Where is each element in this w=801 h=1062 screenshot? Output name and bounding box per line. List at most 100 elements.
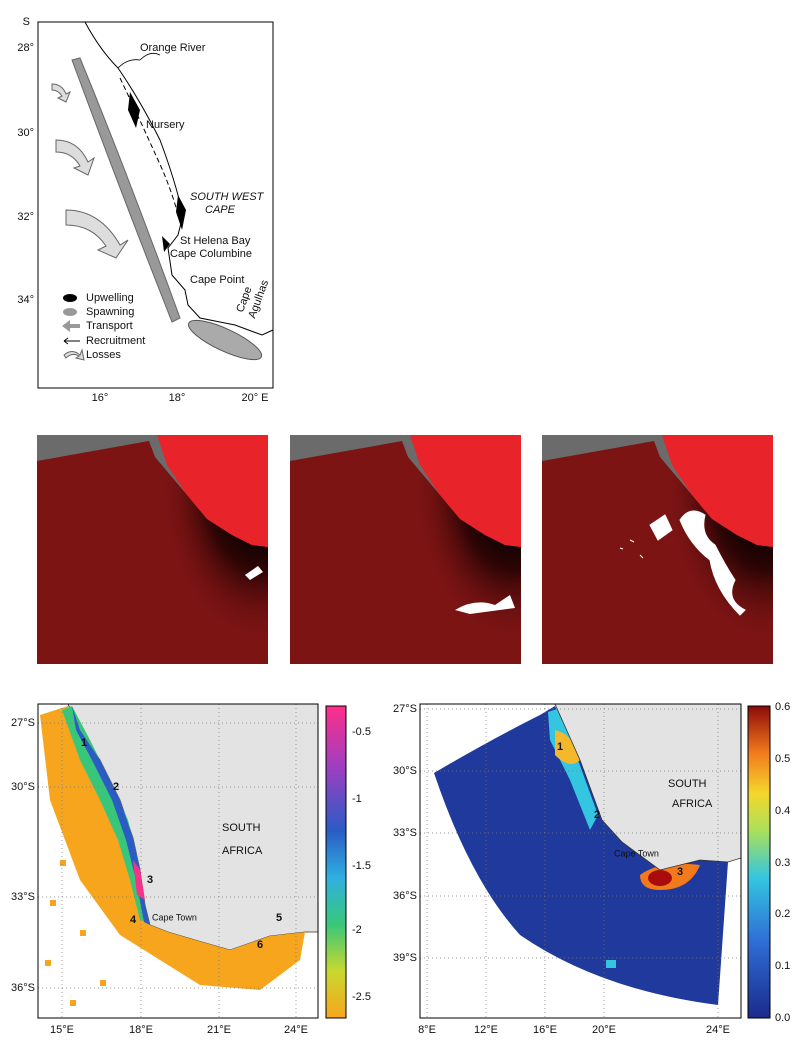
losses-arrow <box>51 83 71 103</box>
particles <box>619 510 746 616</box>
particles <box>245 566 263 580</box>
colorbar-label: -2.5 <box>352 991 371 1003</box>
simulation-panel <box>290 435 521 664</box>
lon-label: 24°E <box>284 1024 308 1036</box>
lon-label: 16° <box>92 392 109 404</box>
coastline <box>84 21 274 336</box>
grid <box>38 704 318 1018</box>
field-band <box>133 860 145 900</box>
marker-label: 6 <box>257 939 263 951</box>
lat-label: 36°S <box>11 982 35 994</box>
map-frame <box>419 703 742 1019</box>
country-label: AFRICA <box>672 798 713 810</box>
simulation-panel <box>542 435 773 664</box>
simulation-panel <box>37 435 268 664</box>
colorbar <box>747 705 771 1019</box>
place-label: Orange River <box>140 42 206 54</box>
marker-label: 1 <box>81 737 87 749</box>
country-label: SOUTH <box>668 778 707 790</box>
marker-label: 2 <box>594 809 600 821</box>
lon-label: 16°E <box>533 1024 557 1036</box>
lon-label: 20°E <box>592 1024 616 1036</box>
lat-label: 30°S <box>393 765 417 777</box>
right-map <box>419 703 771 1019</box>
hotspot <box>555 730 580 764</box>
place-label: Cape Point <box>190 274 244 286</box>
legend-swatch <box>63 348 85 361</box>
place-label: Nursery <box>146 119 185 131</box>
legend-label: Spawning <box>86 306 134 318</box>
colorbar-label: 0.2 <box>775 908 790 920</box>
colorbar-label: -2 <box>352 924 362 936</box>
particles <box>455 595 515 614</box>
legend-label: Upwelling <box>86 292 134 304</box>
marker-label: 5 <box>276 912 282 924</box>
legend-swatch <box>63 294 77 302</box>
river <box>117 52 161 69</box>
lat-label: 30°S <box>11 781 35 793</box>
city-label: Cape Town <box>152 912 197 922</box>
upwelling-cells <box>128 92 186 252</box>
lat-label: 34° <box>17 294 34 306</box>
field-band <box>72 706 150 925</box>
marker-label: 3 <box>147 874 153 886</box>
marker-label: 2 <box>113 781 119 793</box>
left-map <box>37 703 347 1019</box>
lon-label: 21°E <box>207 1024 231 1036</box>
lat-label: 36°S <box>393 890 417 902</box>
colorbar-label: 0.5 <box>775 753 790 765</box>
lat-unit: S <box>23 16 30 28</box>
schematic-map <box>37 21 274 389</box>
field-band <box>62 706 148 922</box>
lon-label: 12°E <box>474 1024 498 1036</box>
colorbar-label: 0.4 <box>775 805 790 817</box>
place-label: CAPE <box>205 204 236 216</box>
place-label: Cape Columbine <box>170 248 252 260</box>
country-label: AFRICA <box>222 845 263 857</box>
marker-label: 4 <box>130 914 137 926</box>
map-frame <box>37 703 319 1019</box>
map-frame <box>37 21 274 389</box>
hotspot <box>606 960 616 968</box>
lat-label: 28° <box>17 42 34 54</box>
legend-swatch <box>63 308 77 316</box>
place-label: St Helena Bay <box>180 235 251 247</box>
colorbar-label: 0.3 <box>775 857 790 869</box>
transport-band <box>71 57 181 323</box>
legend-swatch <box>62 320 80 332</box>
colorbar-label: 0.1 <box>775 960 790 972</box>
city-label: Cape Town <box>614 848 659 858</box>
lon-label: 20° E <box>241 392 268 404</box>
spawning-area <box>187 319 263 361</box>
marker-label: 1 <box>557 741 563 753</box>
legend-label: Transport <box>86 320 133 332</box>
legend-label: Losses <box>86 349 121 361</box>
legend-swatch <box>63 337 80 345</box>
lat-label: 27°S <box>11 717 35 729</box>
lon-label: 18° <box>169 392 186 404</box>
lon-label: 15°E <box>50 1024 74 1036</box>
colorbar-label: -1.5 <box>352 860 371 872</box>
lat-label: 33°S <box>11 891 35 903</box>
colorbar-label: 0.6 <box>775 701 790 713</box>
lat-label: 30° <box>17 127 34 139</box>
losses-arrow <box>55 139 95 176</box>
colorbar <box>325 705 347 1019</box>
colorbar-label: -1 <box>352 793 362 805</box>
grid <box>420 704 741 1018</box>
hotspot <box>648 870 672 886</box>
lat-label: 33°S <box>393 827 417 839</box>
legend-label: Recruitment <box>86 335 145 347</box>
lon-label: 18°E <box>129 1024 153 1036</box>
lon-label: 8°E <box>418 1024 436 1036</box>
lat-label: 27°S <box>393 703 417 715</box>
losses-arrow <box>65 209 129 259</box>
place-label: SOUTH WEST <box>190 191 265 203</box>
marker-label: 3 <box>677 866 683 878</box>
country-label: SOUTH <box>222 822 261 834</box>
lon-label: 24°E <box>706 1024 730 1036</box>
lat-label: 39°S <box>393 952 417 964</box>
lat-label: 32° <box>17 211 34 223</box>
field <box>434 706 728 1005</box>
